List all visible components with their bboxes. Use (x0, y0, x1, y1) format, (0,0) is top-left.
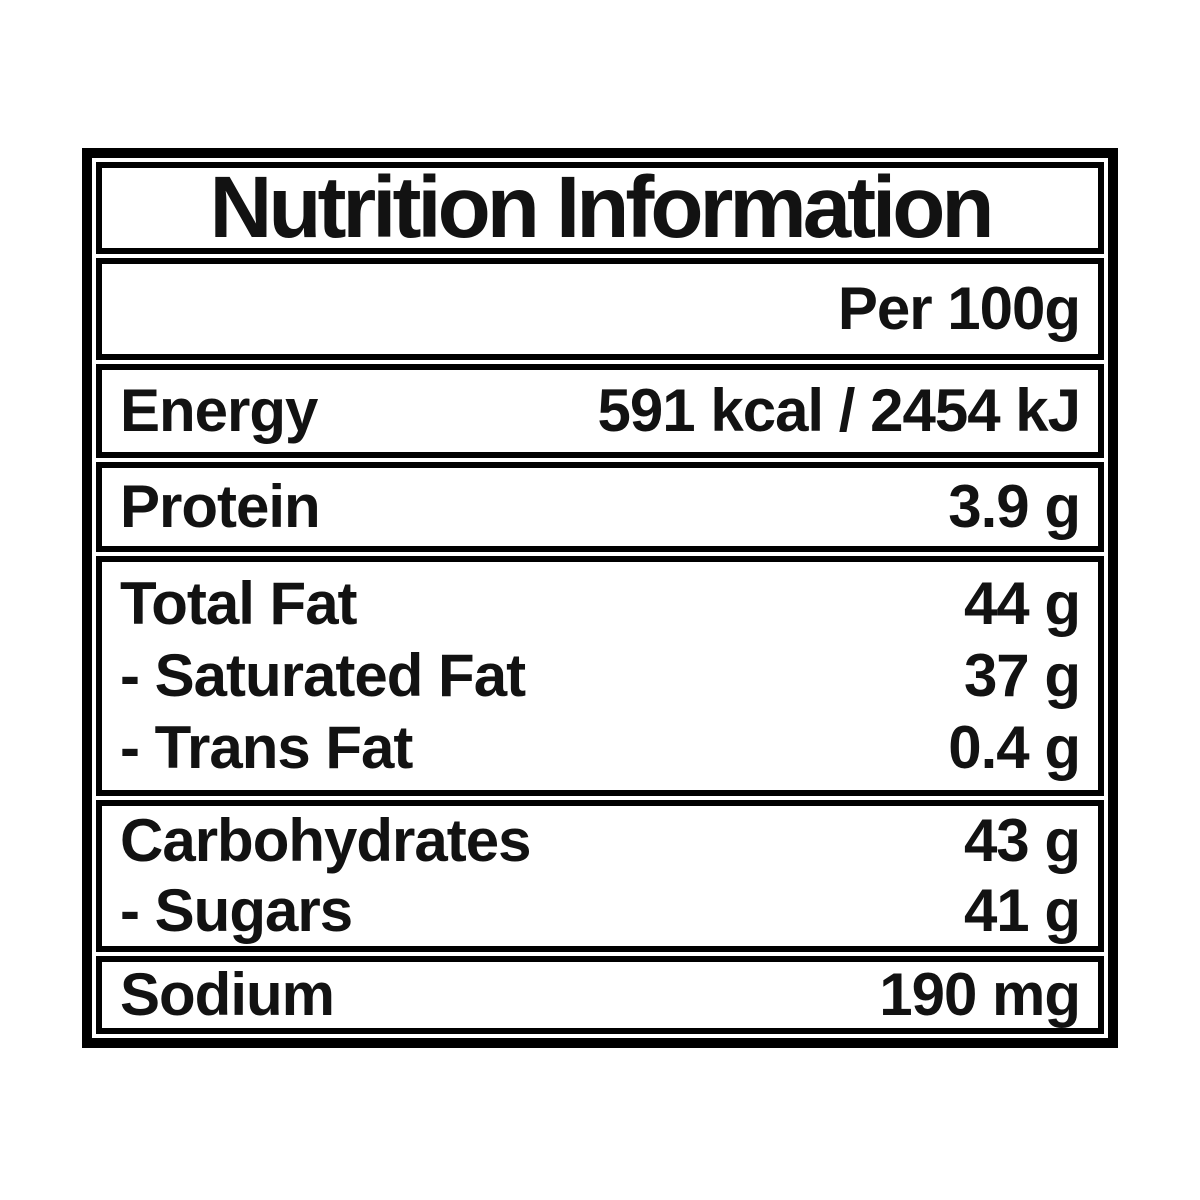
nutrient-value: 591 kcal / 2454 kJ (597, 377, 1081, 444)
title-row: Nutrition Information (96, 162, 1104, 254)
nutrient-value: 41 g (963, 877, 1081, 944)
nutrient-value: 190 mg (879, 961, 1081, 1028)
serving-header-row: Per 100g (96, 258, 1104, 360)
nutrient-line: Protein 3.9 g (120, 473, 1081, 540)
serving-header-line: Per 100g (120, 275, 1081, 342)
serving-header-text: Per 100g (837, 275, 1081, 342)
nutrient-line: Energy 591 kcal / 2454 kJ (120, 377, 1081, 444)
nutrient-value: 44 g (963, 570, 1081, 637)
saturated-fat-line: - Saturated Fat 37 g (120, 640, 1081, 712)
nutrient-name: Carbohydrates (120, 807, 531, 874)
carbohydrates-line: Carbohydrates 43 g (120, 806, 1081, 876)
nutrient-name: Energy (120, 377, 318, 444)
trans-fat-line: - Trans Fat 0.4 g (120, 712, 1081, 784)
nutrient-name: Sodium (120, 961, 335, 1028)
total-fat-line: Total Fat 44 g (120, 568, 1081, 640)
energy-row: Energy 591 kcal / 2454 kJ (96, 364, 1104, 458)
nutrient-name: - Saturated Fat (120, 642, 526, 709)
nutrition-label-panel: Nutrition Information Per 100g Energy 59… (82, 148, 1118, 1048)
sodium-row: Sodium 190 mg (96, 956, 1104, 1034)
carbohydrates-section: Carbohydrates 43 g - Sugars 41 g (96, 800, 1104, 952)
nutrient-name: - Trans Fat (120, 714, 413, 781)
nutrient-value: 0.4 g (948, 714, 1081, 781)
nutrient-value: 3.9 g (948, 473, 1081, 540)
nutrient-line: Sodium 190 mg (120, 961, 1081, 1028)
fat-section: Total Fat 44 g - Saturated Fat 37 g - Tr… (96, 556, 1104, 796)
nutrient-value: 37 g (963, 642, 1081, 709)
nutrient-value: 43 g (963, 807, 1081, 874)
nutrient-name: - Sugars (120, 877, 353, 944)
label-title: Nutrition Information (209, 159, 994, 256)
protein-row: Protein 3.9 g (96, 462, 1104, 552)
nutrient-name: Protein (120, 473, 321, 540)
nutrient-name: Total Fat (120, 570, 358, 637)
sugars-line: - Sugars 41 g (120, 876, 1081, 946)
